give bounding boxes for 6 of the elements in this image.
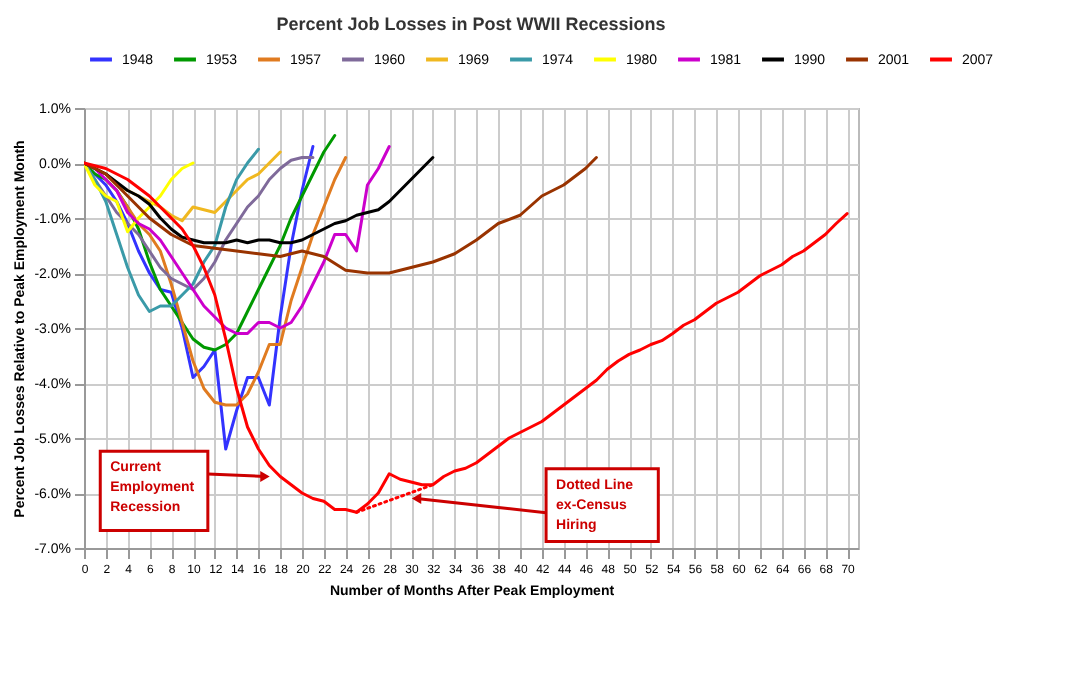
- line-series: [84, 147, 260, 313]
- line-series: [84, 134, 337, 352]
- chart-title: Percent Job Losses in Post WWII Recessions: [276, 14, 666, 34]
- line-series: [84, 161, 849, 514]
- line-series: [84, 156, 598, 275]
- line-series: [84, 161, 195, 234]
